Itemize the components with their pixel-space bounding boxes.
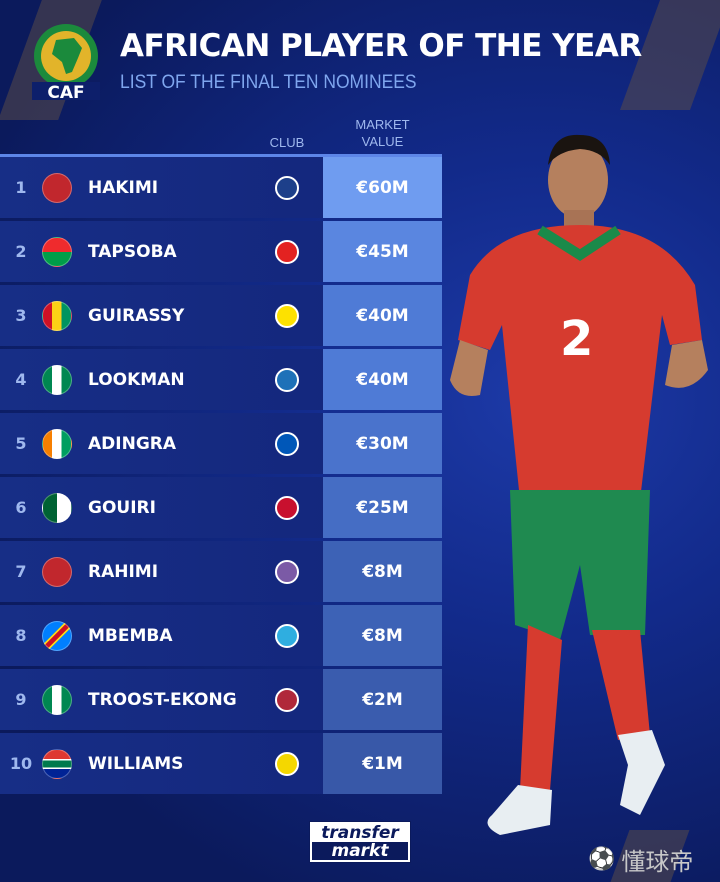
transfermarkt-logo: transfer markt [309,821,411,863]
rank: 2 [15,242,27,261]
rank: 4 [15,370,27,389]
flag-nigeria-icon [42,684,72,715]
table-row: 5 ADINGRA €30M [0,413,442,474]
watermark-text: 懂球帝 [621,848,694,876]
table-row: 8 MBEMBA €8M [0,605,442,666]
player-name: MBEMBA [88,625,173,646]
marseille-crest-icon [272,621,302,651]
psg-crest-icon [272,173,302,203]
player-name: TROOST-EKONG [88,689,237,710]
table-row: 6 GOUIRI €25M [0,477,442,538]
rank: 7 [15,562,27,581]
table-row: 9 TROOST-EKONG €2M [0,669,442,730]
flag-ivory-coast-icon [42,428,72,459]
flag-burkina-faso-icon [42,236,72,267]
flag-nigeria-icon [42,364,72,395]
rank: 9 [15,690,27,709]
player-name: GUIRASSY [88,305,185,326]
table-row: 2 TAPSOBA €45M [0,221,442,282]
player-name: RAHIMI [88,561,159,582]
rank: 8 [15,626,27,645]
market-value: €40M [323,285,442,346]
rank: 6 [15,498,27,517]
flag-dr-congo-icon [42,620,72,651]
leverkusen-crest-icon [272,237,302,267]
column-header-market-value: MARKET VALUE [323,116,442,150]
ball-icon: ⚽ [588,847,616,872]
table-row: 4 LOOKMAN €40M [0,349,442,410]
player-name: LOOKMAN [88,369,185,390]
market-value: €25M [323,477,442,538]
brand-line: transfer [321,823,399,843]
rank: 10 [9,754,33,773]
table-row: 3 GUIRASSY €40M [0,285,442,346]
player-photo: 2 [450,134,708,835]
player-name: GOUIRI [88,497,156,518]
page-title: AFRICAN PLAYER OF THE YEAR [120,28,642,64]
table-divider [0,154,442,157]
watermark: ⚽ 懂球帝 [588,842,693,877]
market-value: €45M [323,221,442,282]
caf-logo: CAF [32,24,100,102]
brighton-crest-icon [272,429,302,459]
table-row: 10 WILLIAMS €1M [0,733,442,794]
column-header-line: MARKET [355,117,410,132]
dortmund-crest-icon [272,301,302,331]
flag-guinea-icon [42,300,72,331]
flag-algeria-icon [42,492,72,523]
market-value: €40M [323,349,442,410]
sundowns-crest-icon [272,749,302,779]
atalanta-crest-icon [272,365,302,395]
table-row: 7 RAHIMI €8M [0,541,442,602]
player-name: WILLIAMS [88,753,184,774]
market-value: €2M [323,669,442,730]
brand-line: markt [312,842,408,860]
table-row: 1 HAKIMI €60M [0,157,442,218]
market-value: €8M [323,605,442,666]
rank: 1 [15,178,27,197]
market-value: €8M [323,541,442,602]
column-header-line: VALUE [361,134,404,149]
flag-morocco-icon [42,556,72,587]
svg-text:2: 2 [560,311,593,367]
al-kholood-crest-icon [272,685,302,715]
market-value: €1M [323,733,442,794]
market-value: €30M [323,413,442,474]
rennes-crest-icon [272,493,302,523]
flag-south-africa-icon [42,748,72,779]
rank: 3 [15,306,27,325]
al-ain-crest-icon [272,557,302,587]
column-header-club: CLUB [269,135,305,150]
player-name: HAKIMI [88,177,159,198]
page-subtitle: LIST OF THE FINAL TEN NOMINEES [120,72,417,93]
player-name: TAPSOBA [88,241,177,262]
caf-logo-text: CAF [47,83,84,102]
flag-morocco-icon [42,172,72,203]
rank: 5 [15,434,27,453]
market-value: €60M [323,157,442,218]
player-name: ADINGRA [88,433,177,454]
